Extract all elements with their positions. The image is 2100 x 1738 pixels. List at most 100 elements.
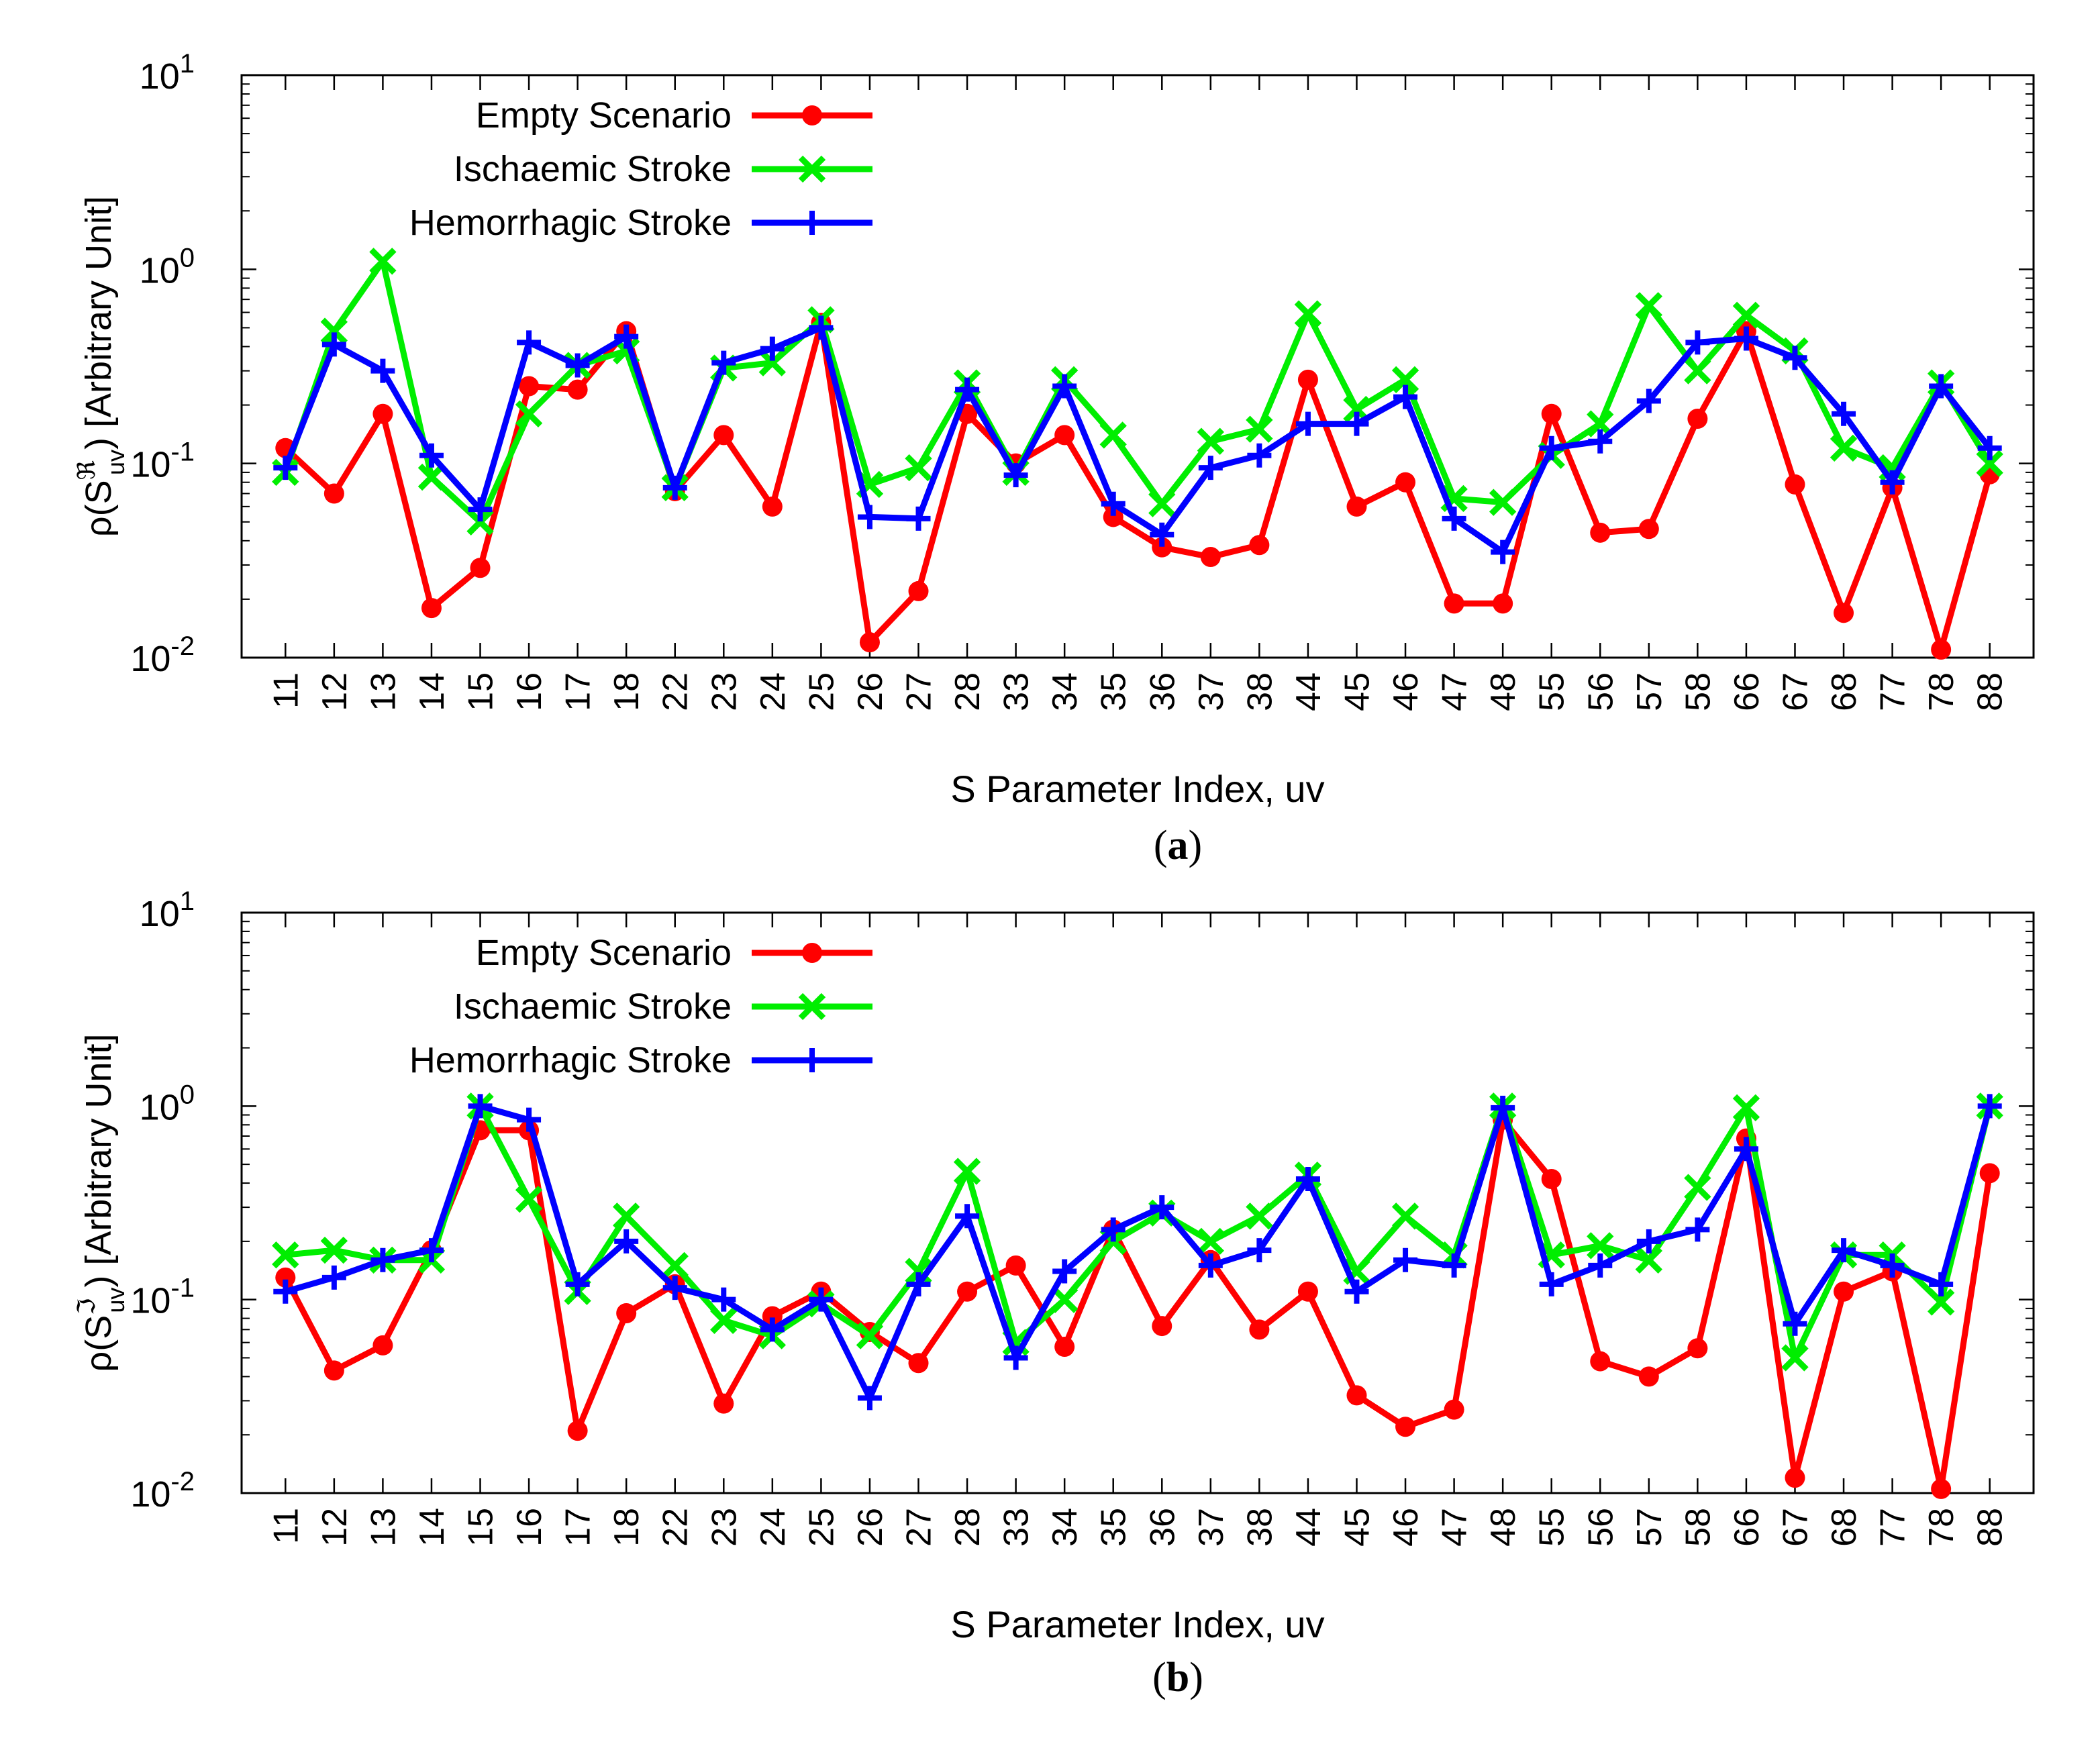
data-point bbox=[953, 1158, 981, 1185]
data-point bbox=[323, 483, 344, 504]
data-point bbox=[1734, 326, 1758, 351]
x-tick-label: 46 bbox=[1387, 672, 1426, 711]
data-point bbox=[1391, 1203, 1419, 1230]
data-point bbox=[1588, 429, 1613, 454]
x-tick-label: 77 bbox=[1874, 672, 1913, 711]
x-tick-label: 24 bbox=[754, 672, 793, 711]
data-point bbox=[1977, 436, 2002, 460]
data-point bbox=[1929, 1272, 1954, 1296]
y-tick-label: 100 bbox=[140, 1080, 195, 1127]
data-point bbox=[1785, 1468, 1805, 1488]
data-point bbox=[616, 1303, 637, 1324]
data-point bbox=[859, 632, 880, 653]
data-point bbox=[1393, 385, 1418, 409]
data-point bbox=[1152, 537, 1172, 558]
data-point bbox=[1395, 472, 1416, 493]
data-point bbox=[1929, 374, 1954, 399]
data-point bbox=[1734, 1137, 1758, 1162]
legend-marker bbox=[798, 992, 826, 1021]
data-point bbox=[662, 1276, 687, 1300]
data-point bbox=[1395, 1417, 1416, 1437]
data-point bbox=[417, 463, 446, 491]
data-point bbox=[1635, 292, 1663, 319]
data-point bbox=[906, 1272, 931, 1296]
data-point bbox=[1588, 1253, 1613, 1278]
data-point bbox=[519, 376, 540, 397]
x-tick-label: 67 bbox=[1776, 1508, 1815, 1547]
data-point bbox=[1541, 1168, 1562, 1189]
data-point bbox=[372, 403, 393, 424]
data-point bbox=[515, 400, 543, 427]
data-point bbox=[565, 1272, 590, 1296]
x-tick-label: 12 bbox=[315, 672, 354, 711]
y-tick-label: 101 bbox=[140, 49, 195, 97]
y-tick-label: 10-1 bbox=[130, 1274, 195, 1321]
data-point bbox=[1197, 427, 1225, 455]
data-point bbox=[468, 1094, 493, 1119]
x-tick-label: 36 bbox=[1143, 1508, 1182, 1547]
data-point bbox=[320, 317, 348, 345]
x-tick-label: 67 bbox=[1776, 672, 1815, 711]
data-point bbox=[1052, 374, 1077, 399]
data-point bbox=[762, 1306, 783, 1327]
data-point bbox=[1393, 1247, 1418, 1272]
data-point bbox=[614, 324, 639, 349]
data-point bbox=[1539, 1272, 1564, 1296]
x-axis-title: S Parameter Index, uv bbox=[950, 1603, 1324, 1645]
y-axis-title: ρ(Sℜuv) [Arbitrary Unit] bbox=[72, 196, 130, 537]
data-point bbox=[466, 508, 494, 535]
data-point bbox=[1003, 463, 1028, 488]
data-point bbox=[1344, 1279, 1369, 1304]
x-tick-label: 35 bbox=[1095, 1508, 1134, 1547]
x-tick-label: 26 bbox=[851, 672, 890, 711]
data-point bbox=[711, 350, 736, 375]
data-point bbox=[1050, 1286, 1079, 1313]
x-tick-label: 35 bbox=[1095, 672, 1134, 711]
x-tick-label: 77 bbox=[1874, 1508, 1913, 1547]
x-tick-label: 27 bbox=[900, 1508, 939, 1547]
x-tick-label: 28 bbox=[948, 1508, 987, 1547]
x-tick-label: 12 bbox=[315, 1508, 354, 1547]
y-tick-label: 10-2 bbox=[130, 1467, 195, 1515]
data-point bbox=[1344, 411, 1369, 436]
data-point bbox=[372, 1335, 393, 1356]
x-tick-label: 56 bbox=[1581, 1508, 1620, 1547]
data-point bbox=[856, 1322, 884, 1349]
data-point bbox=[323, 1360, 344, 1381]
data-point bbox=[1931, 640, 1952, 660]
data-point bbox=[1491, 540, 1515, 564]
data-point bbox=[1150, 1195, 1174, 1220]
panel-label: (b) bbox=[1152, 1655, 1203, 1700]
data-point bbox=[370, 1247, 395, 1272]
data-point bbox=[1979, 1163, 2000, 1184]
x-tick-label: 44 bbox=[1289, 1508, 1328, 1547]
x-tick-label: 13 bbox=[364, 1508, 403, 1547]
x-tick-label: 48 bbox=[1484, 672, 1523, 711]
x-tick-label: 44 bbox=[1289, 672, 1328, 711]
x-tick-label: 25 bbox=[802, 1508, 841, 1547]
x-tick-label: 88 bbox=[1971, 1508, 2010, 1547]
series-plus bbox=[273, 315, 2002, 564]
data-point bbox=[1832, 401, 1856, 426]
data-point bbox=[1638, 519, 1659, 540]
series-plus bbox=[273, 1094, 2002, 1411]
data-point bbox=[1150, 522, 1174, 547]
x-tick-label: 16 bbox=[510, 1508, 549, 1547]
x-tick-label: 47 bbox=[1436, 1508, 1474, 1547]
y-axis-label-b: ρ(Sℑuv) [Arbitrary Unit] bbox=[72, 1034, 130, 1372]
data-point bbox=[1295, 1166, 1320, 1191]
x-tick-label: 57 bbox=[1630, 672, 1669, 711]
x-axis-title: S Parameter Index, uv bbox=[950, 768, 1324, 810]
data-point bbox=[517, 330, 542, 355]
x-tick-label: 36 bbox=[1143, 672, 1182, 711]
data-point bbox=[567, 379, 588, 400]
x-tick-label: 26 bbox=[851, 1508, 890, 1547]
series-line bbox=[283, 1117, 1993, 1492]
data-point bbox=[908, 580, 929, 601]
x-tick-label: 27 bbox=[900, 672, 939, 711]
data-point bbox=[1976, 450, 2003, 477]
legend: Empty Scenario Ischaemic Stroke Hemorrhagi… bbox=[409, 95, 872, 243]
legend-label: Hemorrhagic Stroke bbox=[409, 1040, 732, 1080]
